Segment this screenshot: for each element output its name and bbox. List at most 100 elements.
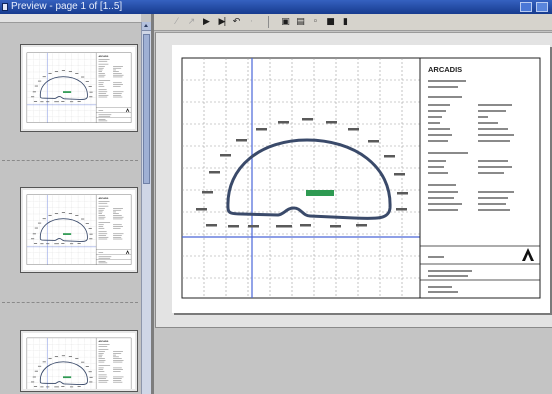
profile-label: [228, 225, 239, 228]
thumbnail-separator: [2, 160, 138, 161]
title-block-text-line: [428, 191, 458, 193]
title-block-text-line: [428, 197, 454, 199]
thumbnail-separator: [2, 302, 138, 303]
title-block-text-line: [428, 116, 442, 118]
title-block-text-line: [428, 160, 446, 162]
title-block-text-line: [478, 134, 514, 136]
save-icon[interactable]: [324, 16, 337, 29]
title-block-text-line: [428, 110, 446, 112]
profile-label: [220, 154, 231, 157]
title-block-text-line: [478, 172, 504, 174]
profile-label: [394, 173, 405, 176]
profile-label: [276, 225, 292, 228]
page-thumbnail-2[interactable]: [20, 187, 138, 273]
title-block-text-line: [428, 291, 458, 293]
title-block-text-line: [428, 184, 456, 186]
profile-label: [302, 118, 313, 121]
profile-label: [396, 208, 407, 211]
title-block-text-line: [428, 256, 444, 258]
cross-section-drawing: ARCADIS: [181, 57, 541, 299]
prev-page-icon[interactable]: [185, 16, 198, 29]
title-block-text-line: [428, 122, 440, 124]
title-block-text-line: [478, 110, 506, 112]
page-thumbnail-1[interactable]: [20, 44, 138, 132]
title-bar: Preview - page 1 of [1..5]: [0, 0, 552, 14]
profile-label: [384, 155, 395, 158]
thumbnail-drawing: [26, 52, 132, 124]
company-logo: [522, 248, 534, 261]
page-thumbnail-3[interactable]: [20, 330, 138, 392]
profile-label: [348, 128, 359, 131]
close-icon[interactable]: [536, 2, 548, 12]
title-block-text-lines: [428, 80, 514, 293]
title-block-text-line: [478, 166, 512, 168]
title-block-text-line: [428, 275, 468, 277]
title-block-text-line: [428, 172, 448, 174]
profile-label: [300, 224, 311, 227]
toolbar-separator: [268, 16, 269, 28]
window-title: Preview - page 1 of [1..5]: [11, 1, 123, 12]
profile-label: [356, 224, 367, 227]
title-block-text-line: [428, 209, 458, 211]
profile-label: [256, 128, 267, 131]
tunnel-profile-outline: [226, 138, 392, 220]
title-block-text-line: [428, 128, 450, 130]
profile-label: [326, 121, 337, 124]
title-block-text-line: [428, 166, 444, 168]
title-block-text-line: [478, 197, 508, 199]
profile-label: [278, 121, 289, 124]
profile-label: [202, 191, 213, 194]
profile-label: [248, 225, 259, 228]
thumbnail-scrollbar[interactable]: [141, 22, 151, 394]
title-block-text-line: [428, 152, 468, 154]
first-page-icon[interactable]: [170, 16, 183, 29]
company-name: ARCADIS: [428, 65, 462, 74]
title-block-text-line: [428, 134, 452, 136]
profile-label: [330, 225, 341, 228]
drawing-frame: [181, 57, 541, 299]
panel-splitter[interactable]: [151, 14, 154, 394]
print-icon[interactable]: [279, 16, 292, 29]
close-preview-icon[interactable]: [339, 16, 352, 29]
profile-label: [236, 139, 247, 142]
title-block-text-line: [428, 96, 462, 98]
title-block-text-line: [478, 160, 508, 162]
title-block-text-line: [428, 104, 450, 106]
title-block-text-line: [478, 140, 510, 142]
title-block-text-line: [478, 116, 488, 118]
redo-icon[interactable]: [245, 16, 258, 29]
title-block-text-line: [428, 80, 466, 82]
title-block-text-line: [478, 203, 506, 205]
zoom-icon[interactable]: [309, 16, 322, 29]
next-page-icon[interactable]: [200, 16, 213, 29]
scroll-up-icon[interactable]: [142, 22, 151, 31]
minimize-icon[interactable]: [520, 2, 532, 12]
profile-labels: [196, 118, 408, 228]
thumbnail-drawing: [26, 194, 132, 266]
title-block-text-line: [428, 203, 462, 205]
profile-label: [196, 208, 207, 211]
preview-page[interactable]: ARCADIS: [172, 45, 550, 313]
title-block-text-line: [478, 209, 510, 211]
title-block-text-line: [478, 122, 498, 124]
preview-toolbar: [154, 14, 552, 31]
profile-label: [368, 140, 379, 143]
title-block-text-line: [428, 270, 472, 272]
undo-icon[interactable]: [230, 16, 243, 29]
thumbnail-drawing: [26, 337, 132, 389]
last-page-icon[interactable]: [215, 16, 228, 29]
scroll-thumb[interactable]: [143, 34, 150, 184]
thumbnail-panel: [0, 14, 141, 394]
profile-label: [206, 224, 217, 227]
profile-label: [397, 192, 408, 195]
title-block-text-line: [428, 140, 448, 142]
page-svg: ARCADIS: [181, 57, 541, 299]
print-setup-icon[interactable]: [294, 16, 307, 29]
title-block-text-line: [478, 104, 512, 106]
grid: [182, 58, 420, 298]
title-block-text-line: [478, 191, 514, 193]
title-block-text-line: [428, 286, 452, 288]
title-block-text-line: [478, 128, 508, 130]
profile-label: [209, 171, 220, 174]
preview-app-icon[interactable]: [2, 3, 8, 11]
